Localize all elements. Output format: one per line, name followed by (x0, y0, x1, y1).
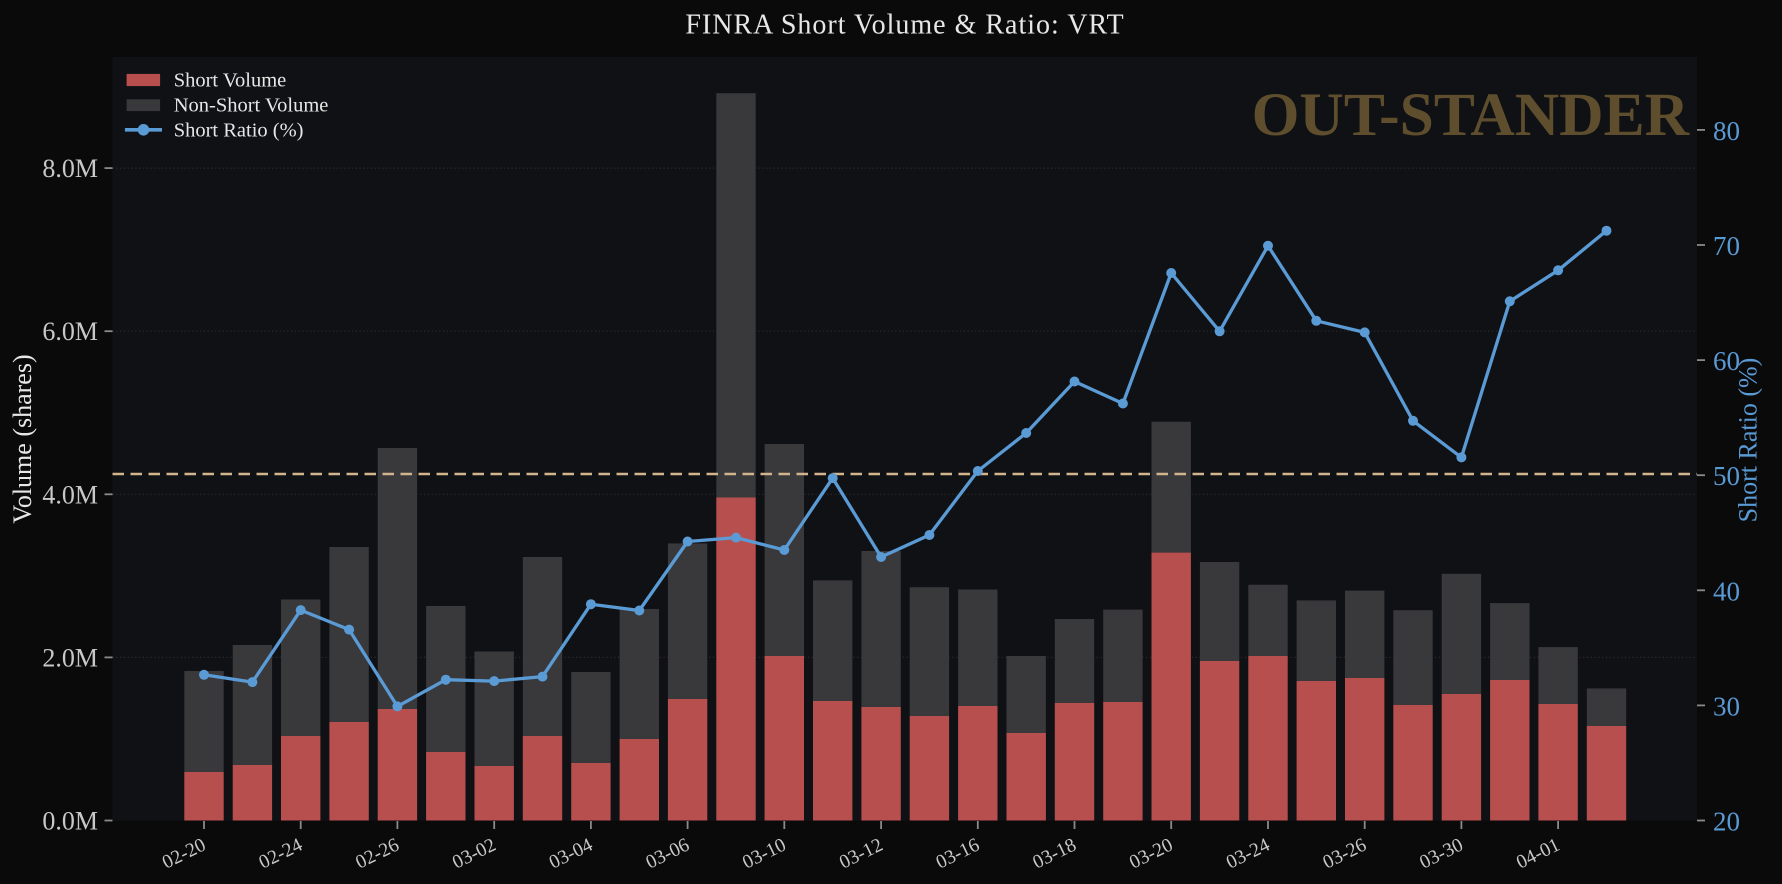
svg-text:Volume (shares): Volume (shares) (8, 354, 37, 523)
svg-text:60: 60 (1713, 346, 1740, 376)
svg-text:40: 40 (1713, 576, 1740, 606)
svg-text:30: 30 (1713, 691, 1740, 721)
svg-text:Non-Short Volume: Non-Short Volume (174, 95, 329, 117)
svg-text:OUT-STANDER: OUT-STANDER (1252, 81, 1690, 149)
svg-text:FINRA Short Volume & Ratio: VR: FINRA Short Volume & Ratio: VRT (685, 10, 1124, 41)
svg-text:4.0M: 4.0M (42, 480, 98, 509)
svg-text:Short Ratio (%): Short Ratio (%) (174, 120, 304, 142)
svg-text:20: 20 (1713, 807, 1740, 837)
svg-text:80: 80 (1713, 116, 1740, 146)
svg-text:8.0M: 8.0M (42, 154, 98, 183)
svg-text:2.0M: 2.0M (42, 643, 98, 672)
svg-text:6.0M: 6.0M (42, 317, 98, 346)
svg-text:50: 50 (1713, 461, 1740, 491)
svg-text:Short Volume: Short Volume (174, 70, 287, 92)
svg-text:70: 70 (1713, 231, 1740, 261)
svg-text:0.0M: 0.0M (42, 807, 98, 836)
svg-text:Short Ratio (%): Short Ratio (%) (1734, 358, 1763, 523)
